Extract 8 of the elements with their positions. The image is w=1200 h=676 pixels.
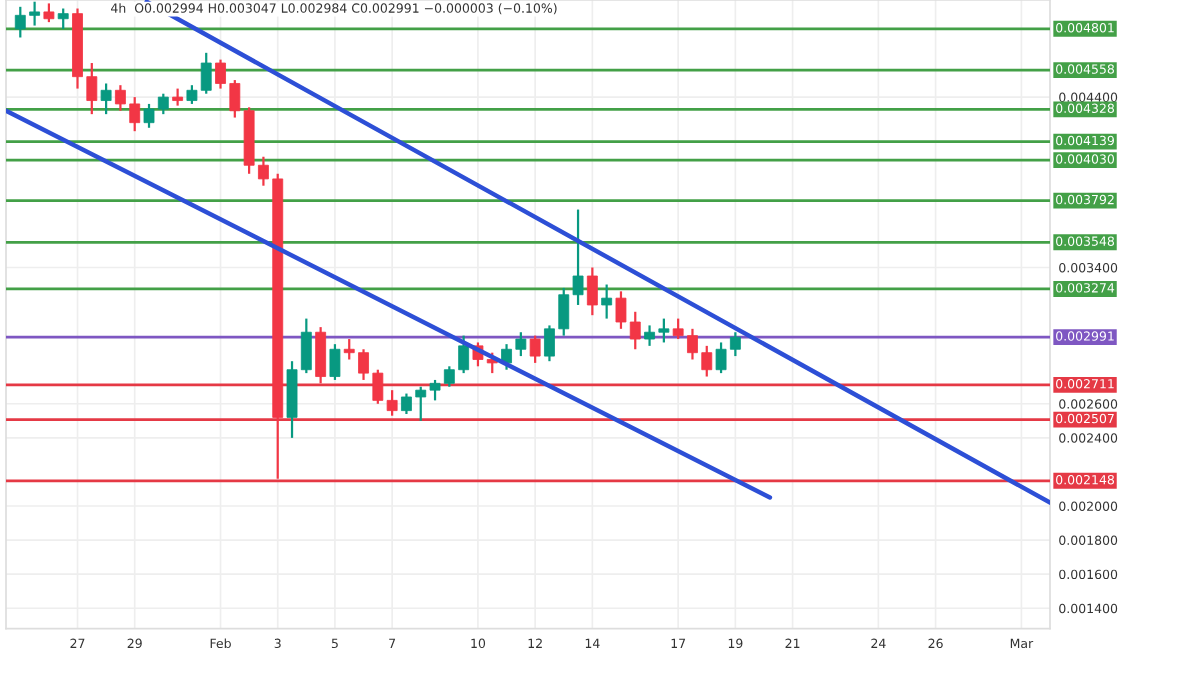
candlestick — [529, 334, 541, 365]
candlestick — [601, 283, 613, 320]
candlestick — [100, 82, 112, 116]
candlestick — [315, 326, 327, 385]
candlestick — [43, 2, 55, 24]
candlestick — [57, 7, 69, 31]
candlestick — [329, 343, 341, 382]
candlestick — [586, 266, 598, 317]
